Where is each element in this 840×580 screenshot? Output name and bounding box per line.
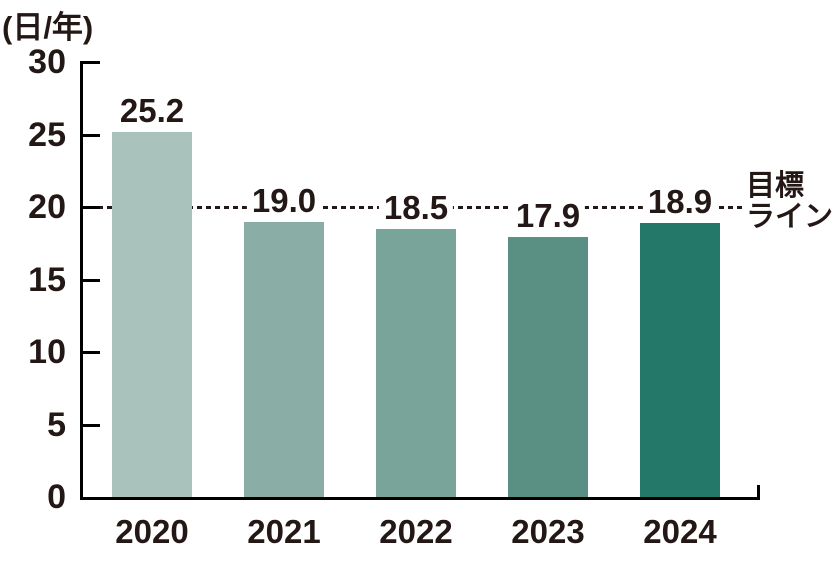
y-tick [80, 278, 100, 282]
y-tick-label: 30 [28, 43, 66, 81]
y-tick-label: 20 [28, 188, 66, 226]
bar-value-label: 17.9 [510, 197, 586, 236]
x-category-label: 2022 [379, 513, 453, 550]
bar-value-label: 18.9 [642, 182, 718, 221]
y-tick-label: 15 [28, 260, 66, 299]
bar-value-label: 25.2 [114, 91, 190, 130]
target-line-label: 目標 [746, 170, 805, 202]
bar [508, 237, 588, 497]
y-tick [80, 351, 100, 354]
bar-value-label: 18.5 [378, 188, 454, 227]
bar-value-label: 19.0 [246, 181, 322, 220]
y-tick-label: 0 [47, 478, 66, 516]
y-tick-label: 10 [28, 333, 66, 371]
y-tick-label: 25 [28, 115, 66, 154]
x-category-label: 2024 [643, 513, 717, 550]
y-tick-label: 5 [47, 405, 66, 444]
y-axis-unit-label: (日/年) [2, 10, 94, 45]
bar [112, 131, 192, 497]
x-axis-end-cap [757, 485, 760, 500]
bar [640, 222, 720, 497]
y-tick [80, 61, 100, 64]
target-line-label: ライン [746, 201, 834, 233]
y-tick [80, 423, 100, 427]
bar [376, 228, 456, 497]
x-category-label: 2021 [247, 513, 321, 550]
x-category-label: 2023 [511, 513, 585, 550]
x-category-label: 2020 [115, 513, 189, 550]
y-tick [80, 133, 100, 137]
bar [244, 221, 324, 497]
y-tick [80, 206, 100, 209]
x-axis-line [80, 497, 760, 500]
